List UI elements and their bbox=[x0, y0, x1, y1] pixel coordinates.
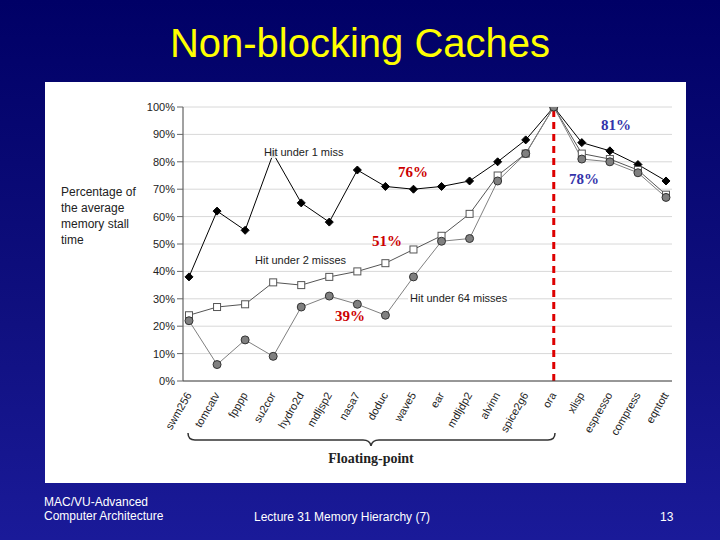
svg-text:alvinn: alvinn bbox=[478, 390, 503, 421]
svg-text:90%: 90% bbox=[153, 128, 175, 140]
svg-text:ear: ear bbox=[428, 390, 447, 410]
html-text:51%: 51% bbox=[372, 233, 402, 249]
html-text:78%: 78% bbox=[569, 171, 599, 187]
html-text:Hit under 64 misses: Hit under 64 misses bbox=[410, 292, 508, 304]
html-text:Floating-point: Floating-point bbox=[328, 451, 414, 466]
svg-text:tomcatv: tomcatv bbox=[192, 390, 222, 430]
svg-text:50%: 50% bbox=[153, 238, 175, 250]
svg-text:30%: 30% bbox=[153, 293, 175, 305]
svg-text:fpppp: fpppp bbox=[226, 390, 250, 420]
svg-text:20%: 20% bbox=[153, 320, 175, 332]
svg-text:compress: compress bbox=[608, 390, 642, 438]
svg-text:swm256: swm256 bbox=[163, 390, 194, 431]
svg-text:su2cor: su2cor bbox=[251, 390, 278, 425]
html-text:MAC/VU-Advanced: MAC/VU-Advanced bbox=[44, 495, 148, 509]
svg-text:espresso: espresso bbox=[581, 390, 615, 435]
html-text:76%: 76% bbox=[398, 164, 428, 180]
svg-text:xlisp: xlisp bbox=[565, 390, 586, 415]
svg-text:40%: 40% bbox=[153, 265, 175, 277]
svg-text:80%: 80% bbox=[153, 156, 175, 168]
html-text:81%: 81% bbox=[601, 117, 631, 133]
svg-text:nasa7: nasa7 bbox=[337, 390, 362, 422]
html-text:Computer Architecture: Computer Architecture bbox=[44, 509, 164, 523]
html-text:13: 13 bbox=[660, 510, 674, 524]
svg-text:wave5: wave5 bbox=[391, 390, 418, 424]
html-text:39%: 39% bbox=[335, 308, 365, 324]
html-text:Hit under 1 miss: Hit under 1 miss bbox=[264, 146, 344, 158]
svg-text:60%: 60% bbox=[153, 211, 175, 223]
html-text:Lecture 31 Memory Hierarchy (7: Lecture 31 Memory Hierarchy (7) bbox=[254, 510, 431, 524]
svg-text:mdljdp2: mdljdp2 bbox=[445, 390, 475, 429]
svg-text:eqntott: eqntott bbox=[644, 390, 671, 425]
svg-text:0%: 0% bbox=[159, 375, 175, 387]
html-text:Hit under 2 misses: Hit under 2 misses bbox=[255, 254, 347, 266]
svg-text:10%: 10% bbox=[153, 348, 175, 360]
html-text:Percentage of the average memo: Percentage of the average memory stall t… bbox=[61, 185, 136, 247]
svg-text:hydro2d: hydro2d bbox=[276, 390, 306, 430]
svg-text:100%: 100% bbox=[147, 101, 175, 113]
svg-text:mdljsp2: mdljsp2 bbox=[305, 390, 334, 429]
svg-text:70%: 70% bbox=[153, 183, 175, 195]
svg-text:ora: ora bbox=[540, 389, 559, 410]
svg-text:spice2g6: spice2g6 bbox=[498, 390, 530, 434]
svg-text:doduc: doduc bbox=[365, 390, 391, 422]
html-text:Non-blocking Caches: Non-blocking Caches bbox=[169, 21, 551, 65]
